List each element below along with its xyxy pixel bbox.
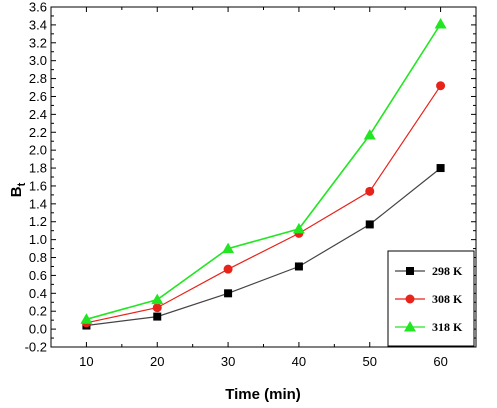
legend-label: 318 K <box>432 320 463 334</box>
y-axis-title-main: B <box>8 186 25 197</box>
data-point-298-k <box>153 312 162 321</box>
data-point-298-k <box>436 164 445 173</box>
y-tick-label: 0.6 <box>29 268 47 283</box>
x-tick-label: 10 <box>79 354 93 369</box>
series-318-k <box>80 18 447 324</box>
legend-label: 298 K <box>432 264 463 278</box>
legend-item-298-k: 298 K <box>395 264 463 278</box>
y-tick-label: 1.4 <box>29 196 47 211</box>
y-axis-title-sub: t <box>16 182 28 186</box>
x-tick-label: 60 <box>433 354 447 369</box>
y-tick-label: 0.8 <box>29 250 47 265</box>
x-tick-label: 30 <box>221 354 235 369</box>
legend-item-308-k: 308 K <box>395 292 463 306</box>
series-line-318-k <box>86 23 442 321</box>
data-point-318-k <box>222 242 235 254</box>
y-tick-label: 2.4 <box>29 107 47 122</box>
y-tick-label: 3.2 <box>29 35 47 50</box>
y-tick-label: 2.0 <box>29 143 47 158</box>
data-point-318-k <box>292 222 305 234</box>
legend-marker <box>404 321 416 332</box>
y-tick-label: 3.6 <box>29 0 47 15</box>
y-tick-label: 2.2 <box>29 125 47 140</box>
data-point-308-k <box>152 303 162 313</box>
series-line-298-k <box>86 167 441 327</box>
data-point-308-k <box>436 81 446 91</box>
data-point-308-k <box>365 186 375 196</box>
y-tick-label: 2.8 <box>29 71 47 86</box>
data-point-298-k <box>224 289 233 298</box>
legend-item-318-k: 318 K <box>395 320 463 334</box>
x-tick-label: 50 <box>363 354 377 369</box>
data-point-318-k <box>151 293 164 305</box>
y-tick-label: -0.2 <box>25 340 47 355</box>
y-tick-label: 1.2 <box>29 214 47 229</box>
x-tick-label: 40 <box>292 354 306 369</box>
x-axis-title: Time (min) <box>225 386 301 403</box>
data-point-318-k <box>80 313 93 324</box>
series-layer <box>80 18 447 330</box>
y-tick-label: 3.4 <box>29 17 47 32</box>
legend-label: 308 K <box>432 292 463 306</box>
y-axis-title: Bt <box>8 182 28 197</box>
y-tick-label: 0.4 <box>29 286 47 301</box>
y-tick-label: 1.6 <box>29 178 47 193</box>
y-tick-label: 2.6 <box>29 89 47 104</box>
data-point-318-k <box>434 18 447 29</box>
y-tick-label: 0.2 <box>29 304 47 319</box>
legend: 298 K 308 K 318 K <box>387 250 475 347</box>
legend-marker <box>406 267 414 275</box>
data-point-308-k <box>223 264 233 274</box>
legend-box <box>387 250 475 347</box>
svg-text:Bt: Bt <box>8 182 28 197</box>
x-tick-label: 20 <box>150 354 164 369</box>
data-point-298-k <box>365 220 374 229</box>
data-point-318-k <box>363 128 376 140</box>
y-tick-label: 1.8 <box>29 161 47 176</box>
series-line-308-k <box>86 85 442 324</box>
plot-frame <box>50 6 477 348</box>
data-point-298-k <box>294 262 303 271</box>
legend-marker <box>405 294 415 304</box>
y-tick-label: 0.0 <box>29 322 47 337</box>
y-tick-label: 1.0 <box>29 232 47 247</box>
y-tick-label: 3.0 <box>29 53 47 68</box>
